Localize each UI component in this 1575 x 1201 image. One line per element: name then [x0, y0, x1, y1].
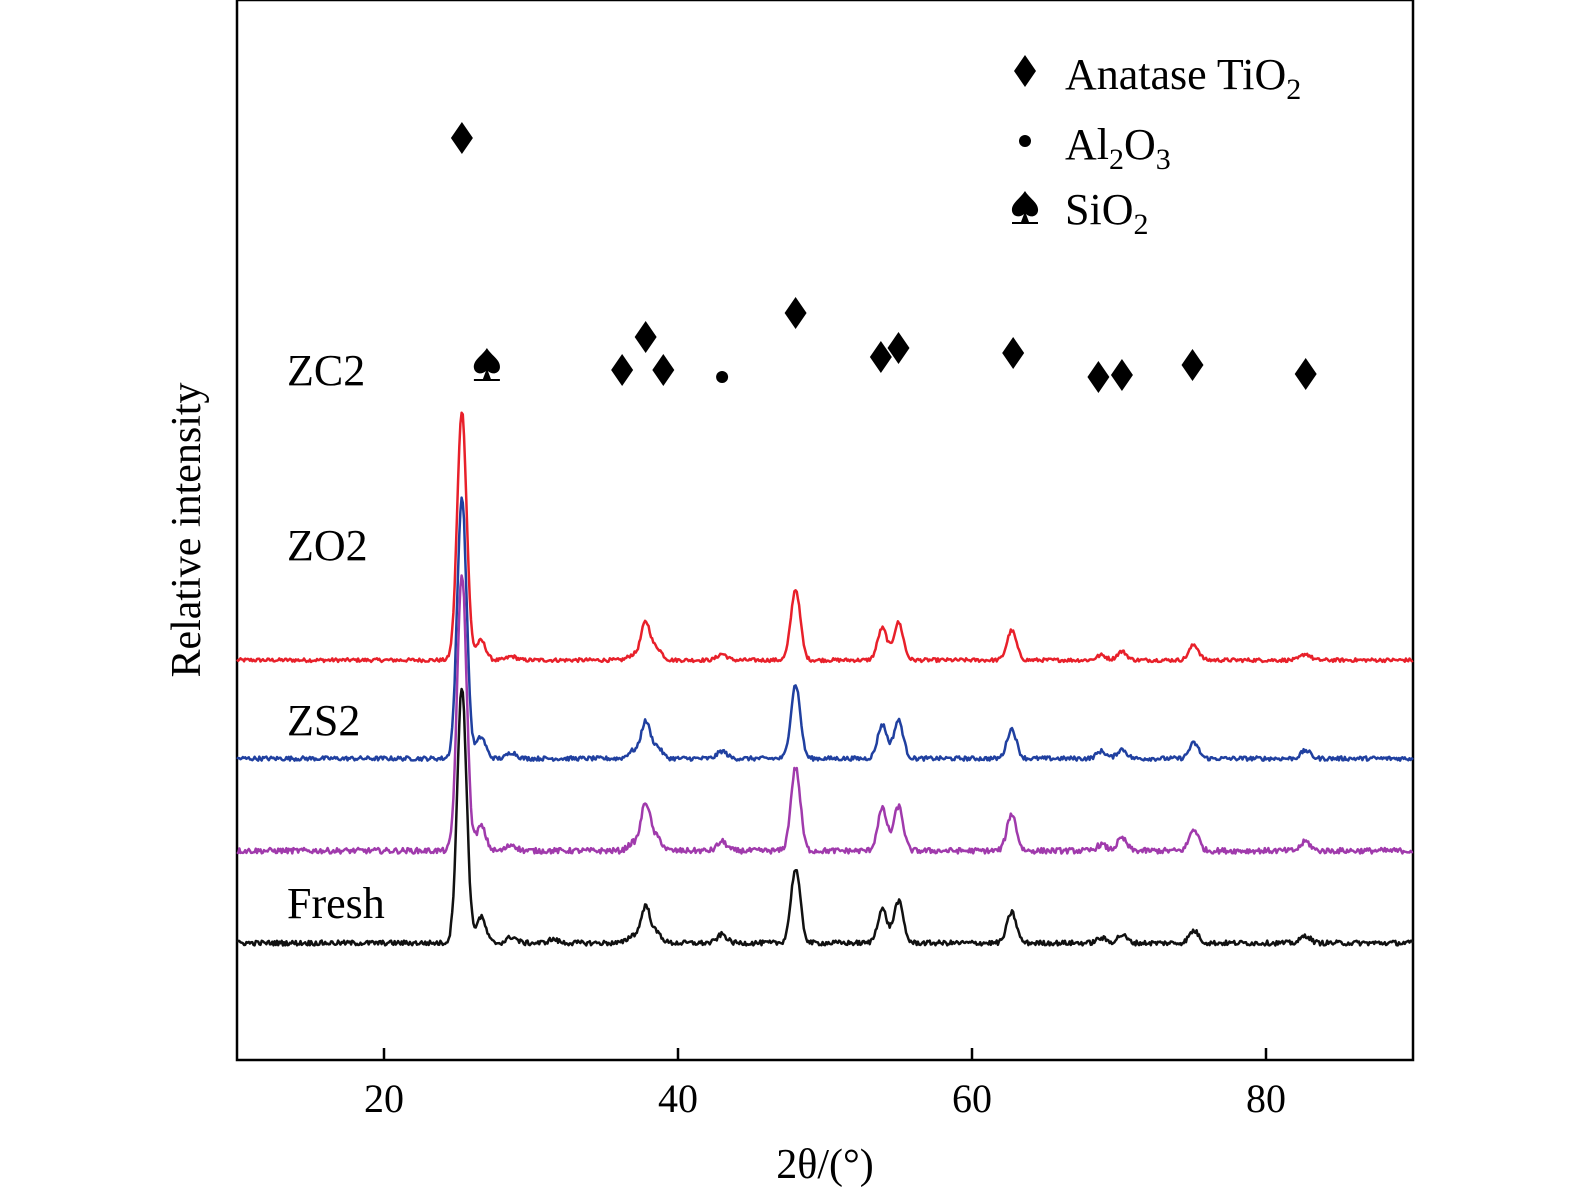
x-tick-label: 60: [952, 1076, 992, 1121]
series-line-fresh: [236, 687, 1415, 947]
series-label-layer: ZC2 ZO2 ZS2 Fresh: [287, 346, 385, 928]
y-axis-title: Relative intensity: [164, 382, 210, 677]
series-line-zo2: [236, 496, 1414, 762]
phase-marker-diamond: [869, 341, 892, 373]
series-line-zc2: [236, 411, 1414, 664]
plot-frame: [235, 0, 1415, 1062]
phase-marker-diamond: [450, 122, 473, 154]
phase-marker-diamond: [1181, 349, 1204, 381]
legend-marker-spade: [1011, 191, 1039, 224]
series-line-zs2: [236, 574, 1414, 855]
legend-marker-dot: [1019, 135, 1031, 147]
phase-marker-diamond: [887, 332, 910, 364]
legend-marker-diamond: [1014, 55, 1036, 87]
phase-marker-diamond: [634, 321, 657, 353]
x-tick-label: 80: [1246, 1076, 1286, 1121]
phase-marker-diamond: [1002, 337, 1025, 369]
x-axis-title: 2θ/(°): [776, 1142, 874, 1188]
phase-marker-diamond: [1087, 361, 1110, 393]
x-tick-label: 40: [658, 1076, 698, 1121]
phase-marker-layer: [450, 122, 1317, 393]
x-tick-label: 20: [364, 1076, 404, 1121]
phase-marker-dot: [716, 371, 729, 383]
phase-marker-diamond: [652, 354, 675, 386]
phase-marker-diamond: [1110, 359, 1133, 391]
phase-marker-spade: [473, 348, 500, 381]
phase-marker-diamond: [784, 297, 807, 329]
legend-label: SiO2: [1065, 185, 1148, 241]
series-layer: [236, 411, 1415, 947]
series-label-zo2: ZO2: [287, 521, 368, 570]
x-axis-ticks: 20 40 60 80: [364, 1048, 1286, 1121]
series-label-zc2: ZC2: [287, 346, 365, 395]
series-label-fresh: Fresh: [287, 879, 385, 928]
legend: Anatase TiO2 Al2O3 SiO2: [1011, 50, 1301, 241]
phase-marker-diamond: [611, 354, 634, 386]
phase-marker-diamond: [1294, 358, 1317, 390]
legend-label: Anatase TiO2: [1065, 50, 1301, 106]
legend-label: Al2O3: [1065, 120, 1171, 176]
series-label-zs2: ZS2: [287, 696, 360, 745]
